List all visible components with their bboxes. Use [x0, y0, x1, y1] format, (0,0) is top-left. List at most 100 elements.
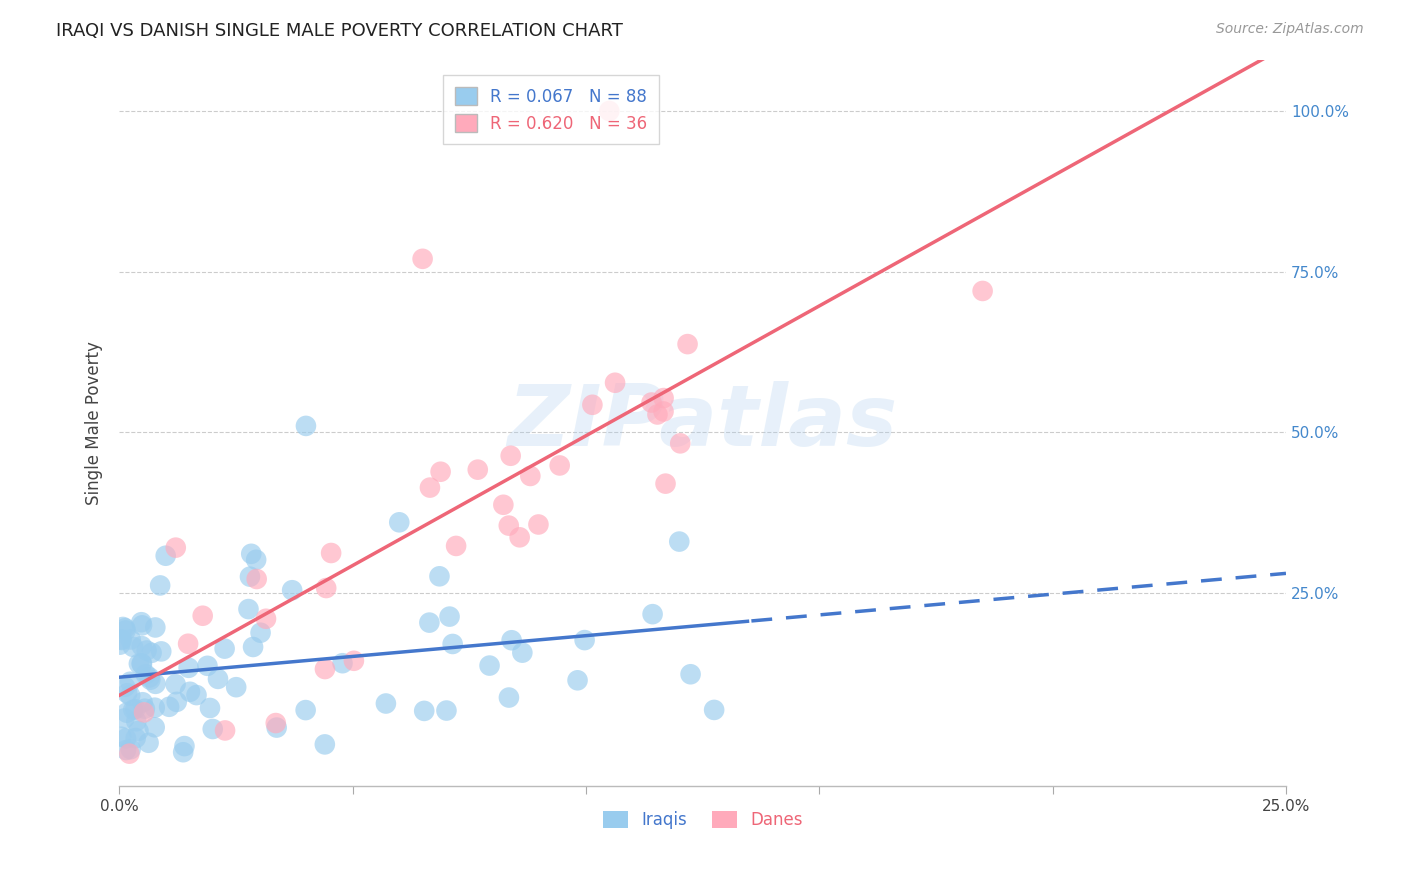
Point [436, 704, 458, 718]
Point [501, 633, 523, 648]
Point [245, 553, 267, 567]
Point [512, 646, 534, 660]
Text: ZIPatlas: ZIPatlas [508, 381, 898, 464]
Point [114, 711, 136, 725]
Point [172, 745, 194, 759]
Point [131, 618, 153, 632]
Point [444, 539, 467, 553]
Point [574, 633, 596, 648]
Point [165, 541, 187, 555]
Point [150, 644, 173, 658]
Point [111, 633, 134, 648]
Point [429, 465, 451, 479]
Point [567, 673, 589, 688]
Point [652, 404, 675, 418]
Point [412, 252, 434, 266]
Point [131, 657, 153, 672]
Point [114, 624, 136, 638]
Point [166, 695, 188, 709]
Point [131, 615, 153, 630]
Point [264, 716, 287, 731]
Point [581, 398, 603, 412]
Point [652, 391, 675, 405]
Point [120, 632, 142, 647]
Point [467, 463, 489, 477]
Point [314, 662, 336, 676]
Point [509, 530, 531, 544]
Point [972, 284, 994, 298]
Point [115, 731, 138, 746]
Y-axis label: Single Male Poverty: Single Male Poverty [86, 341, 103, 505]
Point [418, 615, 440, 630]
Point [135, 667, 157, 681]
Point [668, 534, 690, 549]
Point [120, 742, 142, 756]
Point [669, 436, 692, 450]
Point [429, 569, 451, 583]
Point [225, 680, 247, 694]
Point [388, 516, 411, 530]
Point [139, 673, 162, 687]
Point [197, 658, 219, 673]
Point [141, 646, 163, 660]
Point [128, 657, 150, 671]
Point [110, 730, 132, 744]
Point [138, 736, 160, 750]
Point [177, 661, 200, 675]
Point [332, 656, 354, 670]
Point [114, 621, 136, 635]
Point [131, 639, 153, 653]
Point [240, 547, 263, 561]
Legend: Iraqis, Danes: Iraqis, Danes [596, 804, 810, 836]
Point [122, 703, 145, 717]
Point [419, 481, 441, 495]
Point [249, 625, 271, 640]
Point [145, 677, 167, 691]
Point [242, 640, 264, 654]
Point [519, 469, 541, 483]
Point [254, 612, 277, 626]
Point [179, 685, 201, 699]
Point [703, 703, 725, 717]
Point [281, 583, 304, 598]
Point [654, 476, 676, 491]
Point [131, 695, 153, 709]
Point [295, 418, 318, 433]
Point [498, 690, 520, 705]
Point [138, 670, 160, 684]
Point [131, 657, 153, 671]
Point [441, 637, 464, 651]
Point [548, 458, 571, 473]
Point [108, 638, 131, 652]
Point [598, 103, 620, 118]
Point [499, 449, 522, 463]
Point [492, 498, 515, 512]
Point [132, 706, 155, 720]
Text: Source: ZipAtlas.com: Source: ZipAtlas.com [1216, 22, 1364, 37]
Point [527, 517, 550, 532]
Text: IRAQI VS DANISH SINGLE MALE POVERTY CORRELATION CHART: IRAQI VS DANISH SINGLE MALE POVERTY CORR… [56, 22, 623, 40]
Point [143, 700, 166, 714]
Point [315, 581, 337, 595]
Point [246, 572, 269, 586]
Point [110, 632, 132, 647]
Point [679, 667, 702, 681]
Point [157, 699, 180, 714]
Point [294, 703, 316, 717]
Point [266, 721, 288, 735]
Point [413, 704, 436, 718]
Point [118, 747, 141, 761]
Point [135, 643, 157, 657]
Point [498, 518, 520, 533]
Point [120, 674, 142, 689]
Point [214, 641, 236, 656]
Point [115, 686, 138, 700]
Point [238, 602, 260, 616]
Point [239, 569, 262, 583]
Point [640, 395, 662, 409]
Point [149, 578, 172, 592]
Point [603, 376, 626, 390]
Point [114, 680, 136, 694]
Point [439, 609, 461, 624]
Point [478, 658, 501, 673]
